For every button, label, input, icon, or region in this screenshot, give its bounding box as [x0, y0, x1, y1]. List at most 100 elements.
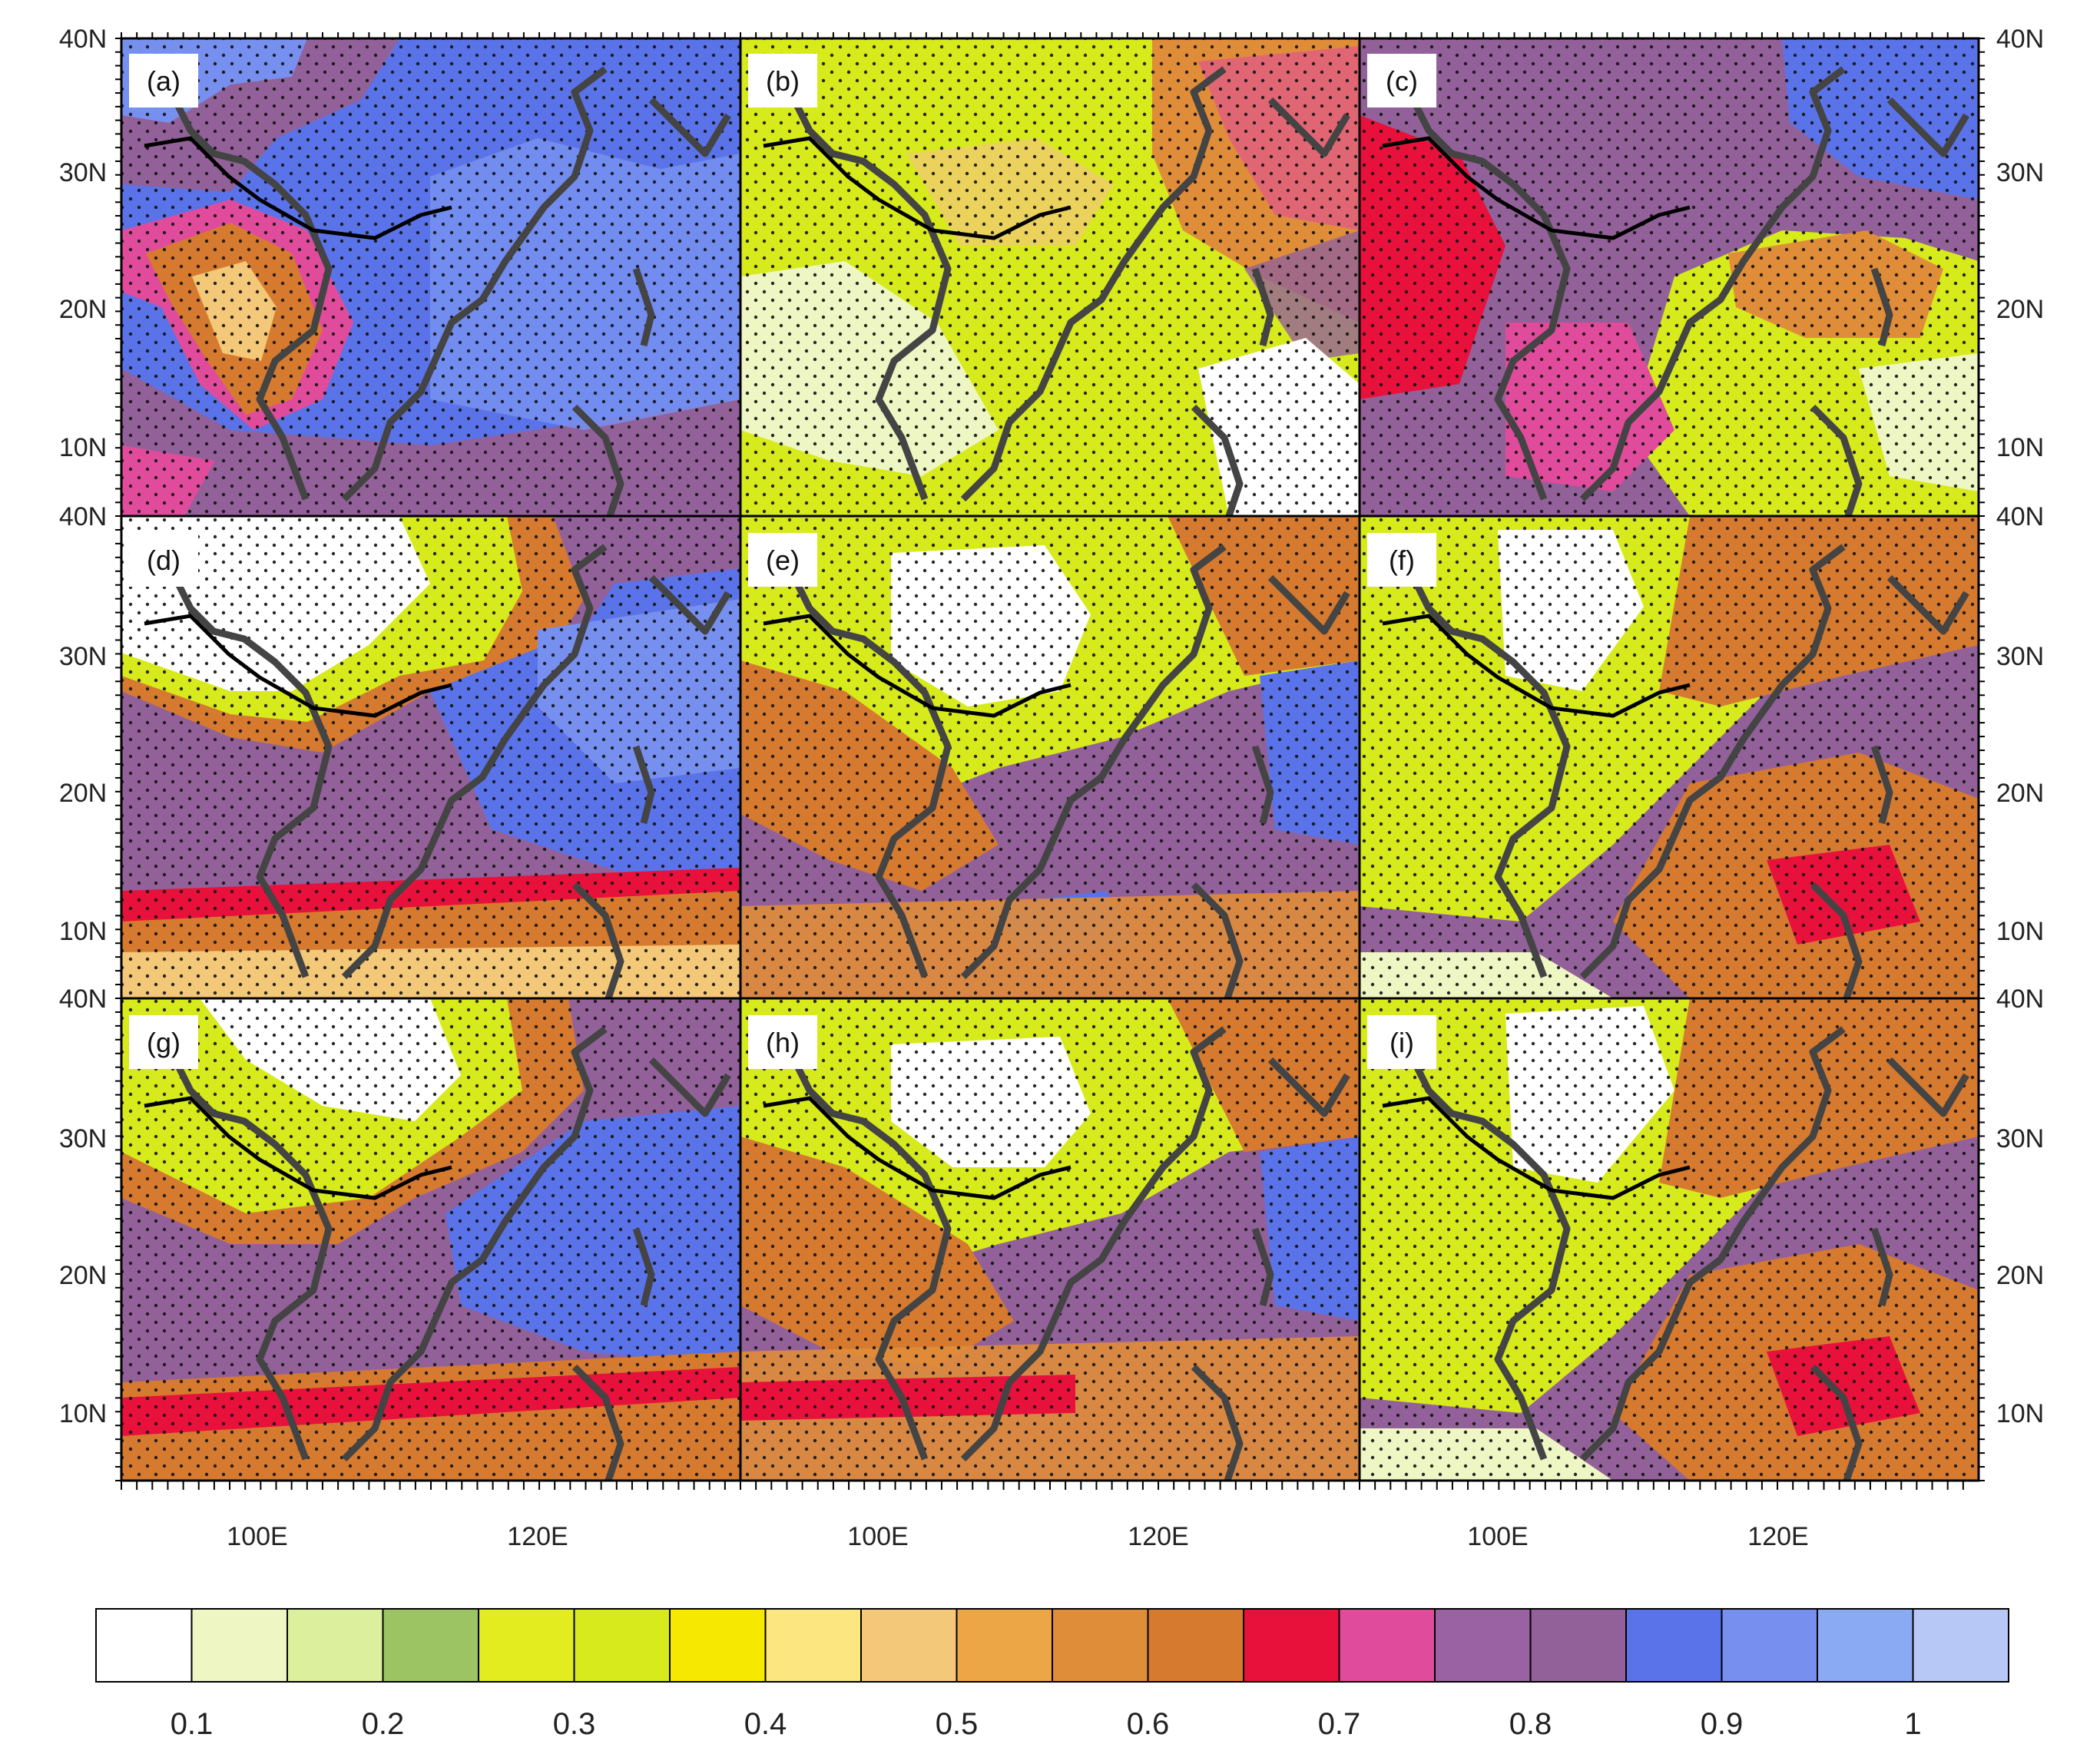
colorbar-swatch: [95, 1608, 193, 1683]
lon-label: 100E: [1467, 1522, 1528, 1551]
colorbar-swatch: [190, 1608, 288, 1683]
colorbar-swatch: [478, 1608, 575, 1683]
colorbar-swatch: [573, 1608, 671, 1683]
lon-label: 120E: [1128, 1522, 1188, 1551]
colorbar-swatch: [1625, 1608, 1723, 1683]
lat-labels-right: 40N 30N 20N 10N 40N 30N 20N 10N 40N 30N …: [1996, 25, 2044, 1428]
coastline: [1381, 1026, 1969, 1481]
panel-label-a: (a): [147, 65, 181, 97]
map-panel-g: [121, 998, 740, 1481]
lat-label: 40N: [59, 25, 107, 54]
panel-label-b: (b): [766, 65, 800, 97]
map-panel-c: [1360, 38, 1979, 516]
country-border: [763, 136, 1072, 240]
panel-coastline: [143, 544, 731, 998]
lat-label: 10N: [59, 433, 107, 462]
lat-label: 20N: [59, 295, 107, 324]
map-panel-h: [740, 998, 1360, 1481]
map-panel-f: [1360, 516, 1979, 998]
lon-label: 120E: [1747, 1522, 1808, 1551]
lat-label: 30N: [1996, 1124, 2044, 1153]
coastline: [1381, 66, 1969, 516]
lon-labels: 100E 120E 100E 120E 100E 120E: [227, 1522, 1808, 1551]
country-border: [144, 614, 452, 718]
lat-label: 10N: [1996, 1399, 2044, 1428]
colorbar-label: 0.9: [1701, 1707, 1744, 1741]
panel-coastline: [762, 66, 1350, 516]
colorbar-swatch: [1147, 1608, 1244, 1683]
panel-label-i: (i): [1390, 1027, 1414, 1058]
panel-coastline: [762, 1026, 1350, 1481]
colorbar-swatch: [382, 1608, 479, 1683]
colorbar-swatch: [1912, 1608, 2009, 1683]
lon-label: 100E: [227, 1522, 287, 1551]
colorbar-label: 0.3: [553, 1707, 596, 1741]
colorbar-label: 0.5: [936, 1707, 979, 1741]
country-border: [763, 1096, 1072, 1200]
colorbar-swatch: [1434, 1608, 1532, 1683]
lat-label: 10N: [1996, 433, 2044, 462]
lat-label: 30N: [59, 642, 107, 671]
coastline: [143, 544, 731, 998]
colorbar-label: 0.7: [1318, 1707, 1361, 1741]
lat-label: 10N: [1996, 917, 2044, 946]
lat-label: 20N: [1996, 1261, 2044, 1290]
panel-label-c: (c): [1386, 65, 1418, 97]
country-border: [144, 1096, 452, 1200]
lon-label: 100E: [847, 1522, 908, 1551]
coastline: [143, 66, 731, 516]
panel-coastline: [143, 66, 731, 516]
lat-label: 20N: [1996, 779, 2044, 808]
lat-label: 20N: [1996, 295, 2044, 324]
lon-label: 120E: [507, 1522, 568, 1551]
colorbar-swatch: [860, 1608, 958, 1683]
colorbar-label: 1: [1904, 1707, 1921, 1741]
lat-label: 30N: [59, 1124, 107, 1153]
lat-labels-left: 40N 30N 20N 10N 40N 30N 20N 10N 40N 30N …: [59, 25, 107, 1428]
lat-label: 10N: [59, 1399, 107, 1428]
panel-coastline: [1381, 66, 1969, 516]
colorbar-swatch: [1052, 1608, 1149, 1683]
panel-labels: (a) (b) (c) (d) (e) (f) (g) (h) (i): [129, 54, 1436, 1069]
panel-coastline: [1381, 1026, 1969, 1481]
axis-ticks: [115, 32, 1985, 1490]
coastline: [762, 544, 1350, 998]
panel-label-g: (g): [147, 1027, 181, 1058]
colorbar-swatch: [287, 1608, 384, 1683]
map-panel-a: [121, 38, 740, 516]
lat-label: 40N: [59, 985, 107, 1014]
lat-label: 10N: [59, 917, 107, 946]
lat-label: 20N: [59, 779, 107, 808]
colorbar-label: 0.2: [362, 1707, 405, 1741]
country-border: [1382, 136, 1691, 240]
coastline: [143, 1026, 731, 1481]
colorbar-swatch: [764, 1608, 862, 1683]
panel-label-e: (e): [766, 544, 800, 576]
colorbar-label: 0.1: [171, 1707, 214, 1741]
coastlines: [143, 66, 1969, 1481]
lat-label: 20N: [59, 1261, 107, 1290]
colorbar-label: 0.6: [1127, 1707, 1170, 1741]
colorbar-swatch: [1721, 1608, 1818, 1683]
map-panel-b: [740, 38, 1360, 516]
coastline: [762, 66, 1350, 516]
lat-label: 30N: [1996, 158, 2044, 187]
country-border: [1382, 614, 1691, 718]
map-panel-e: [740, 516, 1360, 998]
lat-label: 30N: [59, 158, 107, 187]
colorbar-swatch: [1817, 1608, 1914, 1683]
panel-coastline: [1381, 544, 1969, 998]
coastline: [762, 1026, 1350, 1481]
colorbar-label: 0.4: [744, 1707, 787, 1741]
colorbar-label: 0.8: [1509, 1707, 1552, 1741]
colorbar-swatch: [669, 1608, 767, 1683]
panel-label-f: (f): [1389, 544, 1415, 576]
colorbar-swatch: [1338, 1608, 1436, 1683]
country-border: [1382, 1096, 1691, 1200]
colorbar: 0.1 0.2 0.3 0.4 0.5 0.6 0.7 0.8 0.9 1: [95, 1608, 2009, 1741]
lat-label: 30N: [1996, 642, 2044, 671]
panel-coastline: [762, 544, 1350, 998]
country-border: [763, 614, 1072, 718]
panel-coastline: [143, 1026, 731, 1481]
